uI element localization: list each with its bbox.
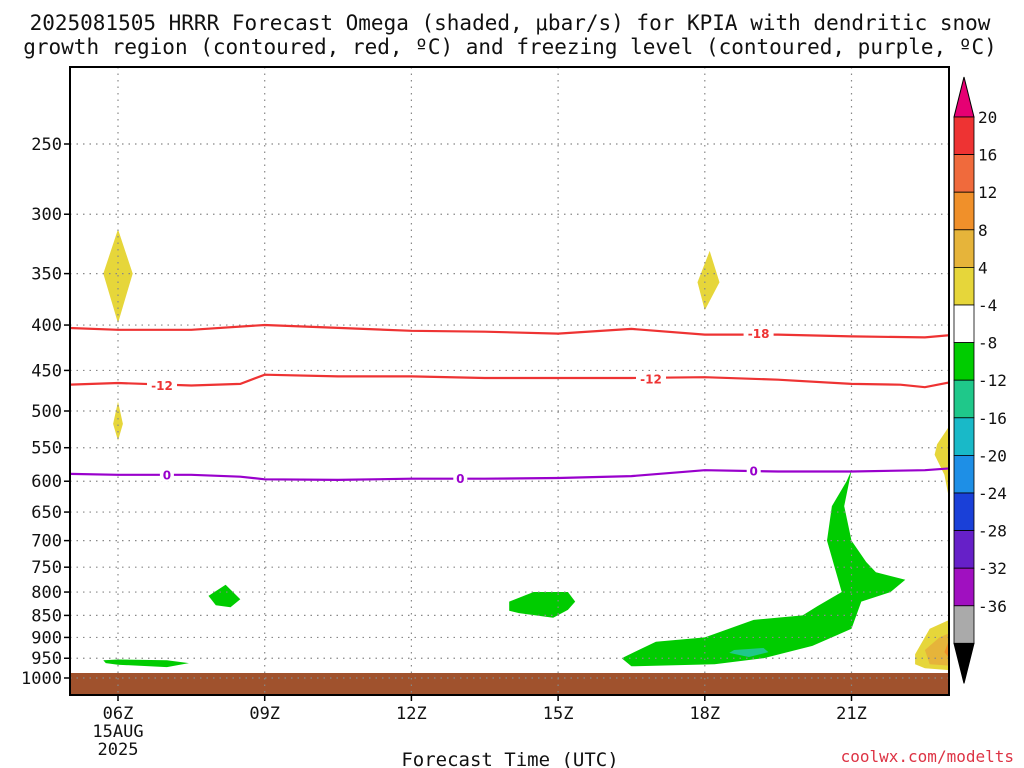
y-tick-label: 950 [31, 649, 62, 669]
plot-frame [69, 66, 950, 696]
colorbar-bin [953, 567, 975, 607]
colorbar-tick-label: -36 [978, 597, 1007, 616]
omega-shaded-regions [103, 229, 996, 671]
colorbar-bin [953, 492, 975, 531]
y-tick-label: 850 [31, 606, 62, 626]
y-tick-label: 600 [31, 472, 62, 492]
y-tick-label: 650 [31, 503, 62, 523]
contour-label-bg [453, 471, 468, 486]
x-tick-label: 18Z [689, 704, 720, 724]
omega-region [986, 645, 996, 655]
colorbar-tick-label: -4 [978, 296, 997, 315]
colorbar-bottom-arrow [953, 642, 975, 684]
contour-label: 0 [456, 472, 464, 486]
colorbar-bin [953, 229, 975, 268]
colorbar-bin [953, 304, 975, 343]
contour-label: -18 [748, 327, 770, 341]
colorbar-bin [953, 379, 975, 419]
colorbar-bin [953, 116, 975, 155]
x-axis-label: Forecast Time (UTC) [401, 749, 618, 768]
contour-label: 0 [750, 464, 758, 478]
chart-title-line2: growth region (contoured, red, ºC) and f… [23, 35, 997, 59]
y-tick-label: 500 [31, 402, 62, 422]
x-tick-label: 12Z [396, 704, 427, 724]
x-tick-label: 15Z [543, 704, 574, 724]
contour-line [70, 467, 949, 482]
y-tick-label: 450 [31, 361, 62, 381]
colorbar-top-arrow [953, 76, 975, 118]
x-tick-year: 2025 [98, 740, 139, 760]
contour-label-bg [636, 371, 667, 386]
omega-region [103, 659, 189, 668]
credit-text: coolwx.com/modelts [841, 747, 1014, 766]
contour-label-bg [147, 378, 178, 393]
colorbar-tick-label: -12 [978, 371, 1007, 390]
contour-label-bg [159, 467, 174, 482]
y-tick-label: 300 [31, 205, 62, 225]
contour-label-bg [746, 463, 761, 478]
y-tick-label: 250 [31, 135, 62, 155]
y-tick-label: 350 [31, 265, 62, 285]
contour-label: 0 [163, 468, 171, 482]
colorbar-bin [953, 530, 975, 569]
contour-label-bg [743, 326, 774, 341]
colorbar-tick-label: 20 [978, 108, 997, 127]
y-tick-label: 800 [31, 583, 62, 603]
x-tick-date: 15AUG [92, 722, 143, 742]
contour-label: -12 [640, 372, 662, 386]
colorbar-tick-label: 12 [978, 183, 997, 202]
omega-colorbar: 20 16 12 8 4 -4 -8 -12 -16 -20 -24 -28 -32 -36 [953, 76, 1007, 684]
omega-region [924, 633, 949, 666]
colorbar-tick-label: 16 [978, 146, 997, 165]
colorbar-tick-label: -28 [978, 522, 1007, 541]
y-tick-label: 550 [31, 439, 62, 459]
x-tick-label: 21Z [836, 704, 867, 724]
x-tick-label: 09Z [249, 704, 280, 724]
y-tick-label: 700 [31, 532, 62, 552]
temperature-contours: -18 -12 -12 0 0 0 [70, 323, 949, 486]
y-tick-label: 400 [31, 316, 62, 336]
colorbar-tick-label: -24 [978, 484, 1007, 503]
y-tick-label: 900 [31, 628, 62, 648]
omega-region [509, 592, 576, 618]
omega-region [208, 584, 241, 608]
colorbar-tick-label: 8 [978, 221, 988, 240]
omega-region [934, 426, 949, 499]
colorbar-bin [953, 417, 975, 456]
y-tick-label: 750 [31, 558, 62, 578]
colorbar-tick-label: -20 [978, 446, 1007, 465]
colorbar-bin [953, 605, 975, 644]
grid-lines [70, 67, 949, 695]
pressure-axis: 2503003504004505005506006507007508008509… [21, 135, 70, 689]
omega-region [697, 250, 720, 311]
chart-title-line1: 2025081505 HRRR Forecast Omega (shaded, … [30, 11, 991, 35]
colorbar-tick-label: -16 [978, 409, 1007, 428]
contour-line [70, 373, 949, 389]
omega-region [621, 470, 906, 667]
colorbar-bin [953, 191, 975, 231]
y-tick-label: 1000 [21, 669, 62, 689]
ground-below-surface [70, 673, 949, 695]
contour-label: -12 [151, 379, 173, 393]
omega-region [113, 401, 123, 441]
contour-line [70, 323, 949, 339]
colorbar-tick-label: -8 [978, 334, 997, 353]
colorbar-tick-label: -32 [978, 559, 1007, 578]
colorbar-bin [953, 266, 975, 306]
colorbar-bin [953, 342, 975, 381]
colorbar-bin [953, 154, 975, 193]
omega-region [729, 648, 769, 657]
x-tick-label: 06Z [103, 704, 134, 724]
colorbar-tick-label: 4 [978, 258, 988, 277]
omega-region [944, 640, 949, 658]
colorbar-bin [953, 454, 975, 494]
